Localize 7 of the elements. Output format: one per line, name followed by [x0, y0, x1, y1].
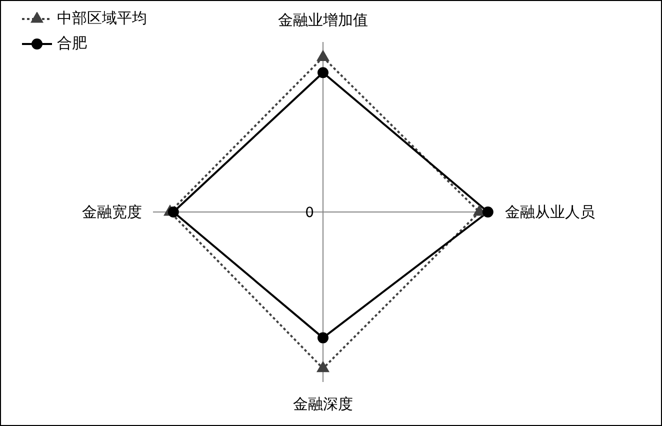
spoke-label: 金融从业人员 [505, 203, 595, 221]
legend-label: 合肥 [57, 33, 87, 54]
text: 0 [305, 205, 314, 221]
spoke-label: 金融业增加值 [278, 11, 368, 29]
spoke-label: 金融深度 [293, 395, 353, 413]
legend-label: 中部区域平均 [57, 8, 147, 29]
spoke-label: 金融宽度 [82, 203, 142, 221]
